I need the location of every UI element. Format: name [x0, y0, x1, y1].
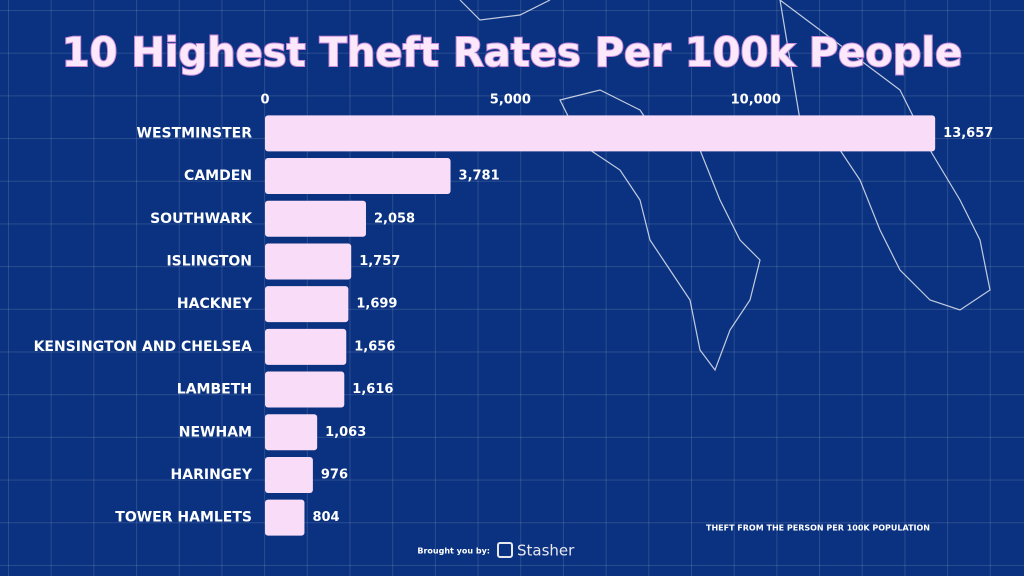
value-label: 804 — [312, 510, 339, 525]
category-label: LAMBETH — [177, 382, 252, 398]
x-tick-label: 10,000 — [731, 93, 781, 108]
bar — [265, 414, 318, 451]
note: THEFT FROM THE PERSON PER 100K POPULATIO… — [706, 524, 930, 533]
bar — [265, 158, 451, 195]
category-label: HARINGEY — [171, 467, 253, 483]
bar — [265, 286, 349, 323]
value-label: 1,699 — [356, 297, 397, 312]
chart-title: 10 Highest Theft Rates Per 100k People — [62, 30, 963, 76]
category-label: HACKNEY — [177, 296, 253, 312]
category-label: NEWHAM — [179, 424, 252, 440]
category-label: ISLINGTON — [166, 253, 252, 269]
value-label: 2,058 — [374, 211, 415, 226]
category-label: KENSINGTON AND CHELSEA — [34, 339, 253, 355]
value-label: 976 — [321, 467, 348, 482]
category-label: TOWER HAMLETS — [115, 510, 252, 526]
bar — [265, 200, 366, 237]
category-label: SOUTHWARK — [150, 211, 253, 227]
bar — [265, 499, 305, 536]
category-label: CAMDEN — [184, 168, 252, 184]
credit-brand: Stasher — [517, 542, 575, 560]
value-label: 3,781 — [459, 169, 500, 184]
value-label: 1,757 — [359, 254, 400, 269]
category-label: WESTMINSTER — [137, 125, 253, 141]
value-label: 1,616 — [352, 382, 393, 397]
brand-icon — [497, 542, 513, 558]
x-tick-label: 0 — [260, 93, 269, 108]
bar — [265, 243, 352, 280]
x-tick-label: 5,000 — [490, 93, 531, 108]
credit-prefix: Brought you by: — [417, 547, 490, 556]
bar — [265, 115, 936, 152]
bar — [265, 371, 345, 408]
value-label: 1,656 — [354, 339, 395, 354]
value-label: 1,063 — [325, 425, 366, 440]
value-label: 13,657 — [943, 126, 993, 141]
bar — [265, 456, 313, 493]
bar — [265, 328, 347, 365]
